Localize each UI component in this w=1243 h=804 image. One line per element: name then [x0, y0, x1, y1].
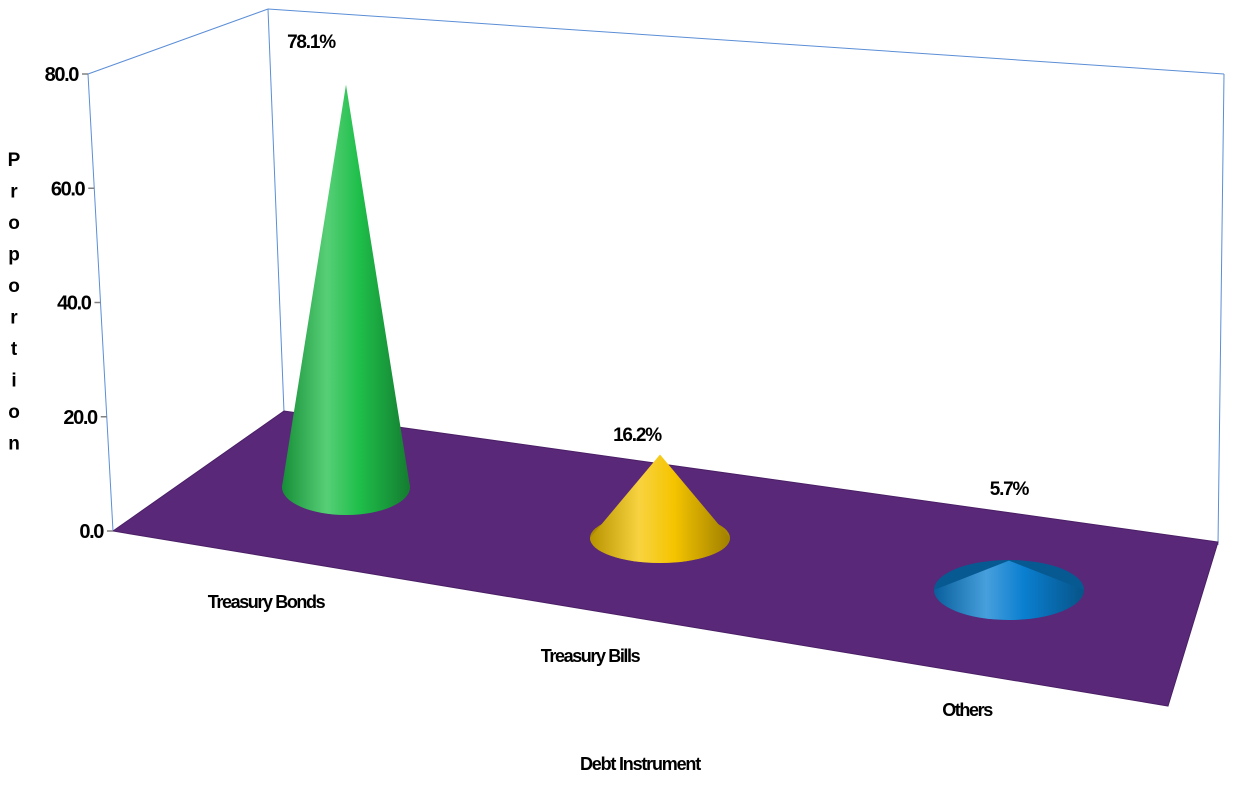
y-axis-title-char: o	[8, 276, 20, 297]
y-axis-title-char: t	[11, 339, 18, 360]
x-category-label: Treasury Bonds	[208, 592, 326, 612]
x-axis-title: Debt Instrument	[580, 754, 701, 774]
x-category-label: Treasury Bills	[541, 646, 641, 666]
cone-others	[934, 560, 1084, 620]
y-axis: 0.0 20.0 40.0 60.0 80.0	[45, 64, 113, 543]
y-axis-title-char: o	[8, 213, 20, 234]
y-tick-label: 20.0	[63, 407, 98, 429]
y-axis-title-char: o	[8, 402, 20, 423]
data-label: 78.1%	[287, 32, 336, 53]
y-tick-label: 0.0	[79, 521, 104, 543]
y-axis-title-char: r	[10, 182, 18, 203]
x-axis-category-labels: Treasury Bonds Treasury Bills Others	[208, 592, 995, 720]
y-tick-label: 60.0	[51, 178, 86, 200]
cone-bar	[590, 454, 730, 563]
cone-bar	[934, 560, 1084, 620]
y-axis-title-char: p	[8, 245, 20, 266]
data-label: 5.7%	[990, 479, 1030, 500]
x-category-label: Others	[942, 700, 993, 720]
frame-back-right-edge	[1217, 73, 1225, 546]
y-axis-title-char: i	[11, 371, 16, 392]
cone-treasury-bonds	[282, 84, 410, 515]
frame-top-left-edge	[87, 8, 269, 75]
y-tick-label: 80.0	[45, 64, 80, 86]
data-label: 16.2%	[613, 425, 662, 446]
y-axis-title-char: P	[8, 150, 21, 171]
data-labels: 78.1% 16.2% 5.7%	[287, 32, 1031, 500]
frame-top-back-edge	[267, 8, 1225, 75]
y-axis-title-char: n	[8, 434, 20, 455]
frame-back-left-edge	[267, 8, 285, 413]
y-axis-title-char: r	[10, 308, 18, 329]
cone-treasury-bills	[590, 454, 730, 563]
y-tick-label: 40.0	[57, 293, 92, 315]
cone-series	[282, 84, 1084, 620]
cone-bar	[282, 84, 410, 515]
